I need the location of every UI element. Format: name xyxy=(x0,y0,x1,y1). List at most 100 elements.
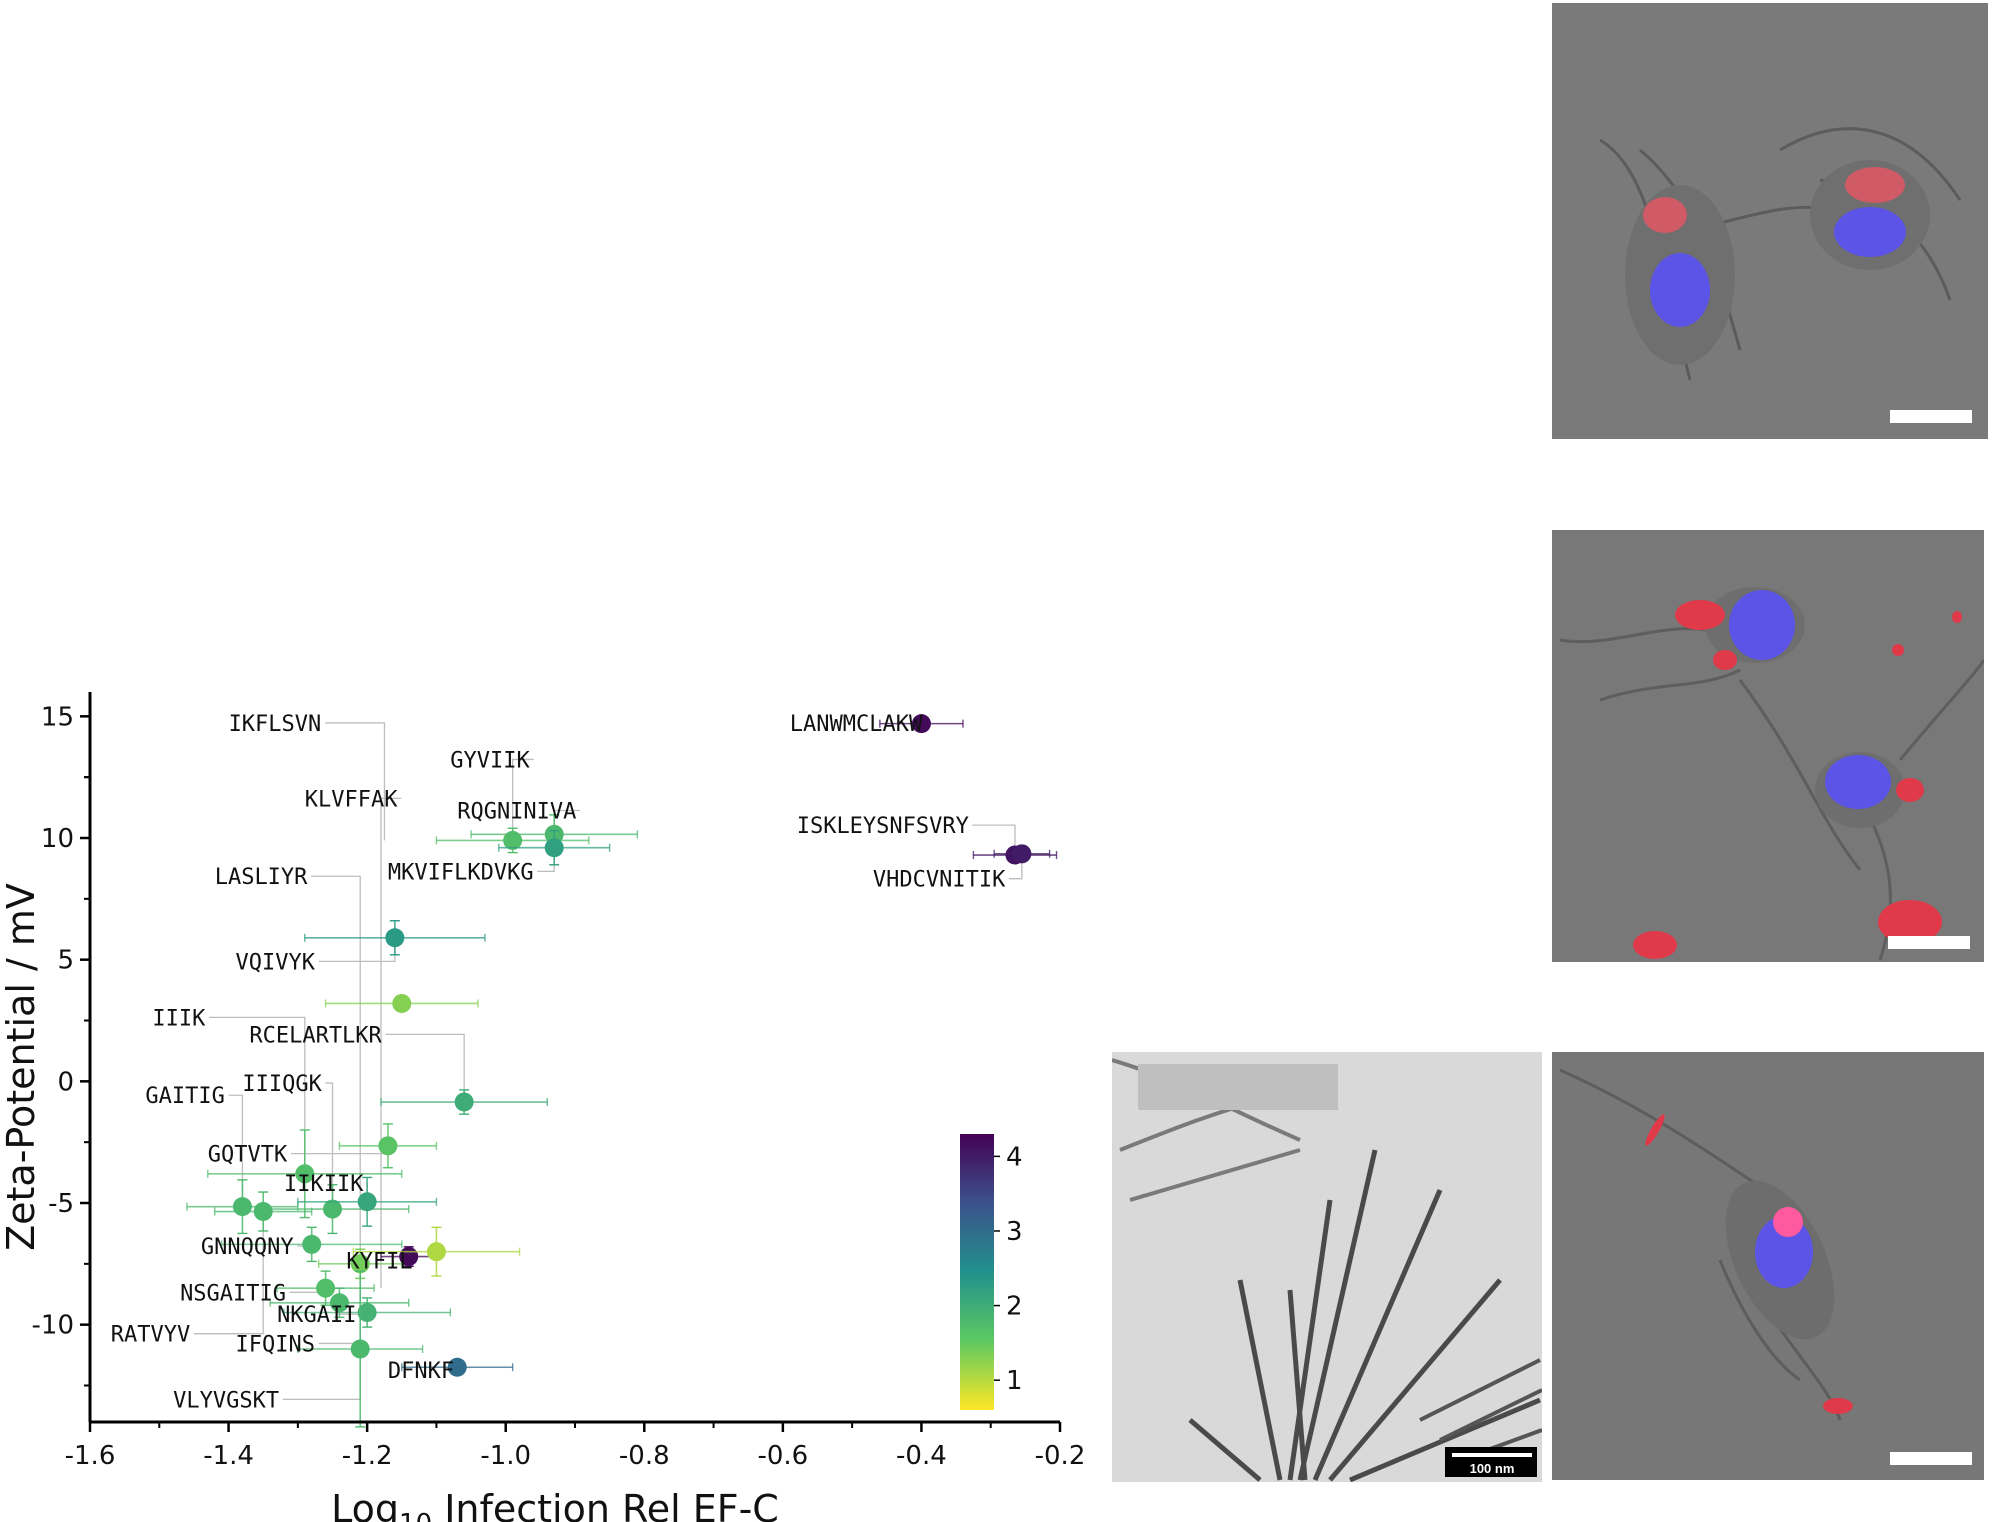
y-tick-label: 0 xyxy=(57,1067,74,1097)
peptide-label: MKVIFLKDVKG xyxy=(388,860,534,885)
x-tick-label: -0.2 xyxy=(1035,1441,1086,1471)
data-point xyxy=(232,1197,252,1217)
tem-scale-box xyxy=(1445,1447,1537,1477)
y-tick-label: 15 xyxy=(41,702,74,732)
peptide-label: GQTVTK xyxy=(208,1143,288,1168)
peptide-label: NSGAITIG xyxy=(180,1281,286,1306)
data-point xyxy=(426,1242,446,1262)
colorbar-ticks: 1 2 3 4 xyxy=(994,1142,1023,1396)
data-point-group xyxy=(879,714,964,734)
label-leader-line xyxy=(193,1211,264,1335)
data-point-group xyxy=(435,827,590,854)
peptide-label: IFQINS xyxy=(236,1332,315,1357)
data-point-group xyxy=(283,1297,451,1328)
data-point-group xyxy=(380,1089,548,1115)
scale-bar xyxy=(1888,936,1970,949)
data-point-group xyxy=(352,1226,521,1277)
data-point-group xyxy=(297,1176,438,1227)
data-point xyxy=(911,714,931,734)
scale-bar xyxy=(1890,1452,1972,1465)
peptide-label: KLVFFAK xyxy=(305,787,398,812)
peptide-label: LASLIYR xyxy=(215,865,308,890)
tem-redaction-box xyxy=(1138,1064,1338,1110)
data-point xyxy=(350,1254,370,1274)
y-axis-title: Zeta-Potential / mV xyxy=(0,883,43,1251)
data-point-group xyxy=(269,1287,410,1319)
data-point-group xyxy=(993,844,1051,864)
data-point-group xyxy=(304,920,486,956)
x-tick-label: -1.6 xyxy=(65,1441,116,1471)
data-point xyxy=(385,928,405,948)
peptide-label: RQGNINIVA xyxy=(457,800,576,825)
label-leader-line xyxy=(972,824,1016,856)
peptide-label: RATVYV xyxy=(111,1323,190,1348)
peptide-label: IIIQGK xyxy=(242,1072,322,1097)
data-point-group xyxy=(207,1129,403,1219)
data-point xyxy=(316,1278,336,1298)
data-point xyxy=(329,1293,349,1313)
peptide-label: IIIK xyxy=(152,1006,206,1031)
peptide-label: IIKIIK xyxy=(284,1172,364,1197)
data-point-group xyxy=(297,1270,424,1428)
x-tick-label: -1.4 xyxy=(203,1441,254,1471)
label-leader-line xyxy=(228,1094,244,1207)
peptide-label: GYVIIK xyxy=(450,748,530,773)
cell-image-bottom xyxy=(1552,1052,1984,1480)
data-point xyxy=(1012,844,1032,864)
x-tick-label: -1.2 xyxy=(342,1441,393,1471)
peptide-label: GAITIG xyxy=(145,1084,224,1109)
cell-image-top xyxy=(1552,3,1988,439)
peptide-label: VLYVGSKT xyxy=(173,1388,279,1413)
peptide-label: DFNKF xyxy=(388,1359,454,1384)
data-point xyxy=(544,838,564,858)
x-axis-title-rest: Infection Rel EF-C xyxy=(432,1487,779,1522)
label-leader-line xyxy=(311,875,361,1349)
y-tick-label: 5 xyxy=(57,946,74,976)
x-tick-label: -1.0 xyxy=(480,1441,531,1471)
x-axis-title-subscript: 10 xyxy=(399,1509,432,1522)
y-tick-label: 10 xyxy=(41,824,74,854)
data-point-group xyxy=(220,1226,403,1263)
peptide-label: RCELARTLKR xyxy=(249,1023,382,1048)
peptide-label: ISKLEYSNFSVRY xyxy=(797,814,969,839)
data-point xyxy=(447,1357,467,1377)
x-tick-label: -0.8 xyxy=(619,1441,670,1471)
peptide-label: IKFLSVN xyxy=(229,712,322,737)
colorbar-tick-label: 1 xyxy=(1006,1366,1023,1396)
data-point xyxy=(295,1164,315,1184)
data-point xyxy=(357,1303,377,1322)
label-leader-line xyxy=(385,1033,465,1103)
data-point xyxy=(357,1192,377,1212)
data-point-group xyxy=(255,1184,410,1235)
colorbar-tick-label: 3 xyxy=(1006,1217,1023,1247)
data-point xyxy=(503,830,523,850)
colorbar-tick-label: 4 xyxy=(1006,1142,1023,1172)
data-point xyxy=(302,1234,322,1254)
data-point-group xyxy=(214,1191,313,1232)
label-leader-line xyxy=(318,937,396,963)
label-leader-line xyxy=(324,722,386,841)
data-point-group xyxy=(338,1123,438,1169)
peptide-label: LANWMCLAKW xyxy=(790,712,923,737)
x-axis-title: Log10 Infection Rel EF-C xyxy=(331,1487,779,1522)
peptide-label: KYFIL xyxy=(346,1250,412,1275)
data-point xyxy=(392,993,412,1013)
plot-area: IKFLSVN GYVIIK KLVFFAK RQGNINIVA LANWMCLAKW I… xyxy=(0,692,1085,1522)
x-tick-label: -0.6 xyxy=(757,1441,808,1471)
data-point-group xyxy=(276,1270,375,1306)
cell-image-middle xyxy=(1552,530,1984,962)
data-point-group xyxy=(498,830,611,866)
peptide-labels: IKFLSVN GYVIIK KLVFFAK RQGNINIVA LANWMCLAKW I… xyxy=(111,712,1006,1413)
tem-scale-label: 100 nm xyxy=(1470,1461,1515,1476)
label-leader-line xyxy=(325,1082,334,1210)
x-tick-label: -0.4 xyxy=(896,1441,947,1471)
peptide-label: VHDCVNITIK xyxy=(873,868,1006,893)
label-leader-line xyxy=(209,1016,306,1174)
data-point xyxy=(350,1339,370,1359)
data-point-group xyxy=(186,1179,299,1235)
colorbar-gradient xyxy=(960,1134,994,1410)
data-point xyxy=(454,1092,474,1112)
x-axis-title-main: Log xyxy=(331,1487,399,1522)
data-point-group xyxy=(317,1248,403,1280)
